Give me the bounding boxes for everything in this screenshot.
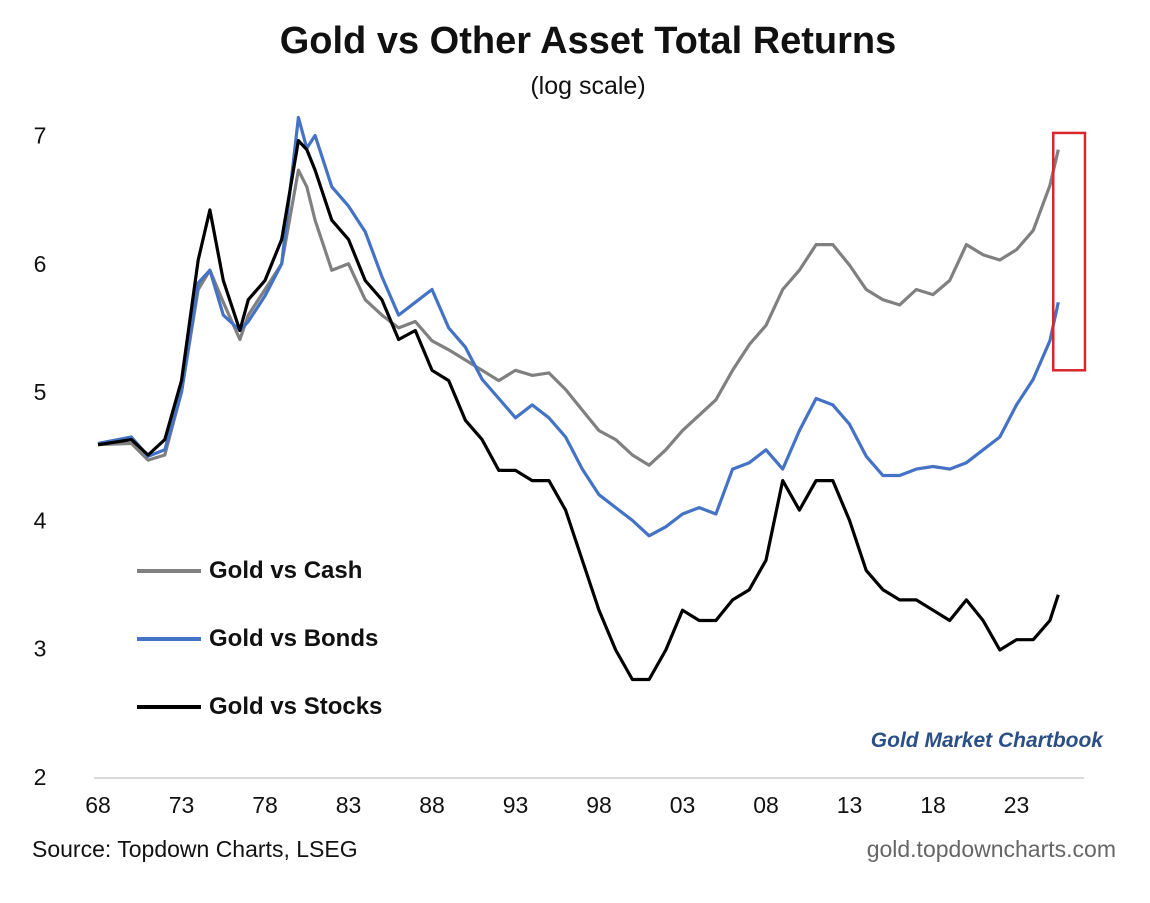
highlight-box — [1051, 131, 1087, 372]
source-note: Source: Topdown Charts, LSEG — [32, 836, 358, 862]
site-url: gold.topdowncharts.com — [866, 836, 1116, 862]
x-tick-label: 98 — [586, 792, 612, 818]
x-axis-ticks: 68 73 78 83 88 93 98 03 08 13 18 23 — [85, 792, 1029, 818]
series-line-gold-vs-cash — [97, 149, 1060, 467]
legend-label-cash: Gold vs Cash — [209, 557, 363, 584]
chart-title: Gold vs Other Asset Total Returns — [279, 20, 897, 62]
series-lines — [97, 115, 1060, 682]
legend-swatch-cash — [137, 569, 201, 573]
legend-label-stocks: Gold vs Stocks — [209, 693, 383, 720]
legend-swatch-bonds — [137, 637, 201, 641]
annotations — [1051, 131, 1087, 372]
y-tick-label: 6 — [34, 251, 47, 277]
legend-swatch-stocks — [137, 705, 201, 709]
legend-item-cash: Gold vs Cash — [137, 537, 382, 605]
x-tick-label: 08 — [753, 792, 779, 818]
x-tick-label: 73 — [169, 792, 195, 818]
series-line-gold-vs-bonds — [97, 115, 1060, 538]
y-tick-label: 2 — [34, 764, 47, 790]
x-tick-label: 93 — [503, 792, 529, 818]
x-tick-label: 23 — [1004, 792, 1030, 818]
series-line-gold-vs-stocks — [97, 139, 1060, 682]
x-tick-label: 13 — [837, 792, 863, 818]
x-tick-label: 03 — [670, 792, 696, 818]
y-tick-label: 7 — [34, 123, 47, 149]
y-tick-label: 3 — [34, 636, 47, 662]
legend-item-stocks: Gold vs Stocks — [137, 673, 382, 741]
chart-subtitle: (log scale) — [530, 72, 646, 100]
x-tick-label: 88 — [419, 792, 445, 818]
legend-item-bonds: Gold vs Bonds — [137, 605, 382, 673]
x-tick-label: 83 — [336, 792, 362, 818]
x-tick-label: 18 — [920, 792, 946, 818]
chartbook-watermark: Gold Market Chartbook — [870, 729, 1103, 752]
y-axis-ticks: 2 3 4 5 6 7 — [34, 123, 47, 791]
legend-label-bonds: Gold vs Bonds — [209, 625, 379, 652]
x-tick-label: 68 — [85, 792, 111, 818]
x-tick-label: 78 — [252, 792, 278, 818]
y-tick-label: 4 — [34, 507, 47, 533]
legend: Gold vs Cash Gold vs Bonds Gold vs Stock… — [137, 537, 382, 741]
y-tick-label: 5 — [34, 379, 47, 405]
